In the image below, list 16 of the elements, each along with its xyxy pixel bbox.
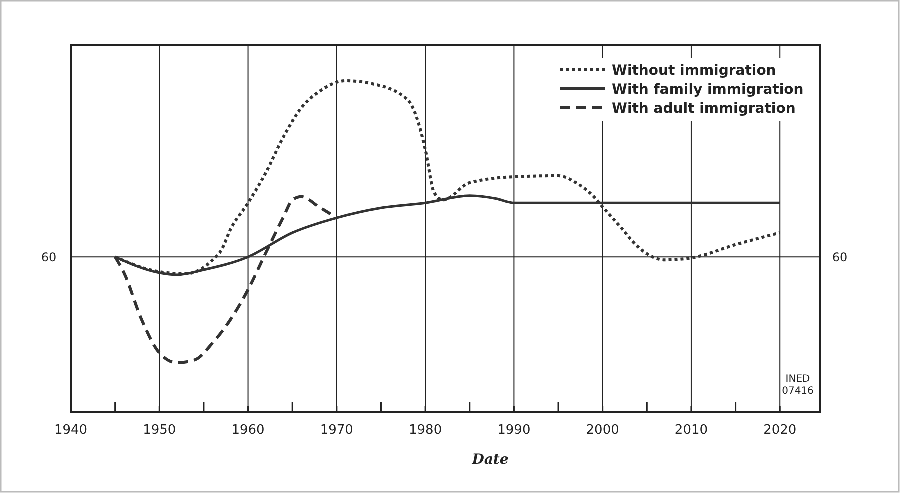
text: 60 — [41, 250, 57, 264]
x-axis-title: Date — [471, 452, 509, 468]
x-tick-label: 1960 — [232, 423, 265, 438]
x-tick-label: 2000 — [586, 423, 620, 438]
legend-label: With adult immigration — [612, 100, 796, 117]
x-tick-label: 1950 — [143, 423, 176, 438]
annotation: INED 07416 — [782, 374, 814, 397]
x-tick-label: 1980 — [409, 423, 442, 438]
legend-label: Without immigration — [612, 62, 776, 79]
x-tick-label: 2020 — [764, 423, 797, 438]
legend-label: With family immigration — [612, 82, 804, 98]
x-tick-label: 1990 — [498, 423, 531, 438]
x-tick-label: 2010 — [674, 423, 708, 438]
text: 60 — [832, 250, 848, 264]
x-tick-label: 1940 — [54, 423, 88, 438]
x-tick-label: 1970 — [320, 423, 354, 438]
